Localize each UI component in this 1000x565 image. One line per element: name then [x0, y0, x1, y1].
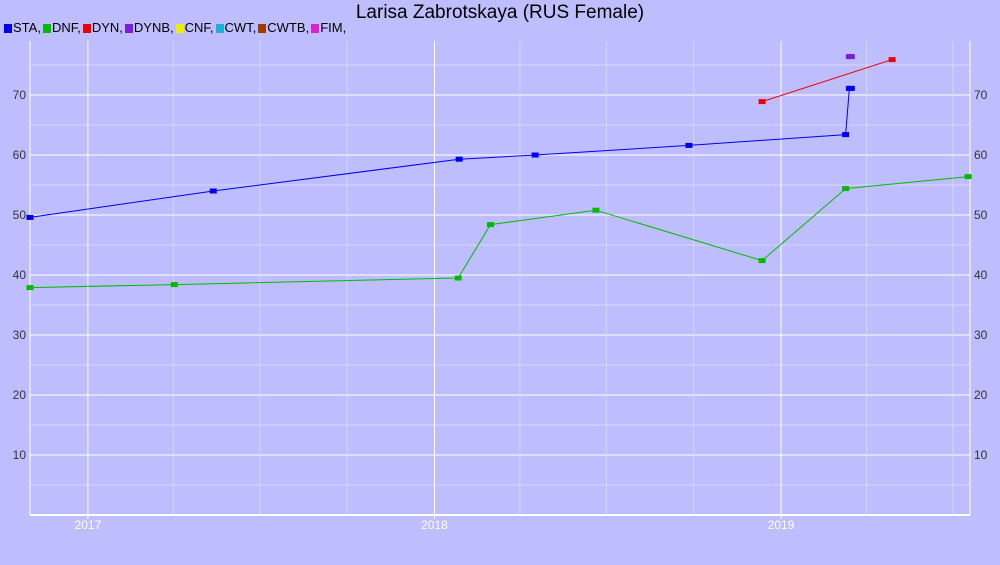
legend-label: CNF, — [184, 20, 214, 35]
data-point — [487, 222, 495, 228]
data-point — [964, 174, 972, 180]
legend-swatch — [215, 24, 224, 33]
y-tick-label: 40 — [13, 268, 27, 282]
data-point — [685, 142, 693, 148]
legend-swatch — [175, 24, 184, 33]
data-point — [888, 57, 896, 63]
legend-item: CWTB, — [258, 20, 309, 35]
data-point — [455, 156, 463, 162]
legend-item: DNF, — [42, 20, 81, 35]
y-tick-label-right: 10 — [974, 448, 988, 462]
y-tick-label: 10 — [13, 448, 27, 462]
x-tick-label: 2018 — [421, 518, 448, 532]
series-line — [29, 176, 969, 289]
data-point — [454, 275, 462, 281]
legend-swatch — [124, 24, 133, 33]
x-tick-label: 2017 — [75, 518, 102, 532]
legend-label: STA, — [13, 20, 41, 35]
legend-item: FIM, — [311, 20, 346, 35]
legend-item: CNF, — [175, 20, 214, 35]
y-tick-label: 50 — [13, 208, 27, 222]
legend-item: DYN, — [82, 20, 123, 35]
legend-swatch — [42, 24, 51, 33]
data-point — [842, 132, 850, 138]
y-tick-label-right: 30 — [974, 328, 988, 342]
legend-label: DYN, — [91, 20, 123, 35]
y-tick-label: 20 — [13, 388, 27, 402]
legend-item: STA, — [4, 20, 41, 35]
series-line — [29, 87, 852, 218]
y-tick-label: 60 — [13, 148, 27, 162]
data-point — [26, 285, 34, 291]
data-point — [758, 258, 766, 264]
x-tick-label: 2019 — [768, 518, 795, 532]
y-tick-label-right: 20 — [974, 388, 988, 402]
legend-swatch — [4, 24, 12, 33]
y-tick-label: 70 — [13, 88, 27, 102]
data-point — [842, 186, 850, 192]
y-tick-label: 30 — [13, 328, 27, 342]
data-point — [847, 54, 855, 60]
legend-label: CWTB, — [267, 20, 310, 35]
y-tick-label-right: 70 — [974, 88, 988, 102]
data-point — [592, 207, 600, 213]
chart-title: Larisa Zabrotskaya (RUS Female) — [355, 2, 645, 23]
legend-swatch — [82, 24, 91, 33]
legend-item: DYNB, — [124, 20, 174, 35]
legend-label: FIM, — [320, 20, 347, 35]
data-point — [758, 99, 766, 105]
y-tick-label-right: 60 — [974, 148, 988, 162]
data-point — [209, 188, 217, 194]
legend-label: CWT, — [224, 20, 257, 35]
legend-label: DNF, — [51, 20, 81, 35]
y-tick-label-right: 50 — [974, 208, 988, 222]
legend-item: CWT, — [215, 20, 257, 35]
data-point — [531, 152, 539, 158]
legend-label: DYNB, — [133, 20, 174, 35]
legend-swatch — [311, 24, 320, 33]
series-line — [761, 59, 893, 103]
data-point — [847, 85, 855, 91]
y-tick-label-right: 40 — [974, 268, 988, 282]
data-point — [170, 282, 178, 288]
legend-swatch — [258, 24, 267, 33]
legend: STA, DNF, DYN, DYNB, CNF, CWT, CWTB, FIM, — [4, 20, 348, 36]
data-point — [26, 214, 34, 220]
